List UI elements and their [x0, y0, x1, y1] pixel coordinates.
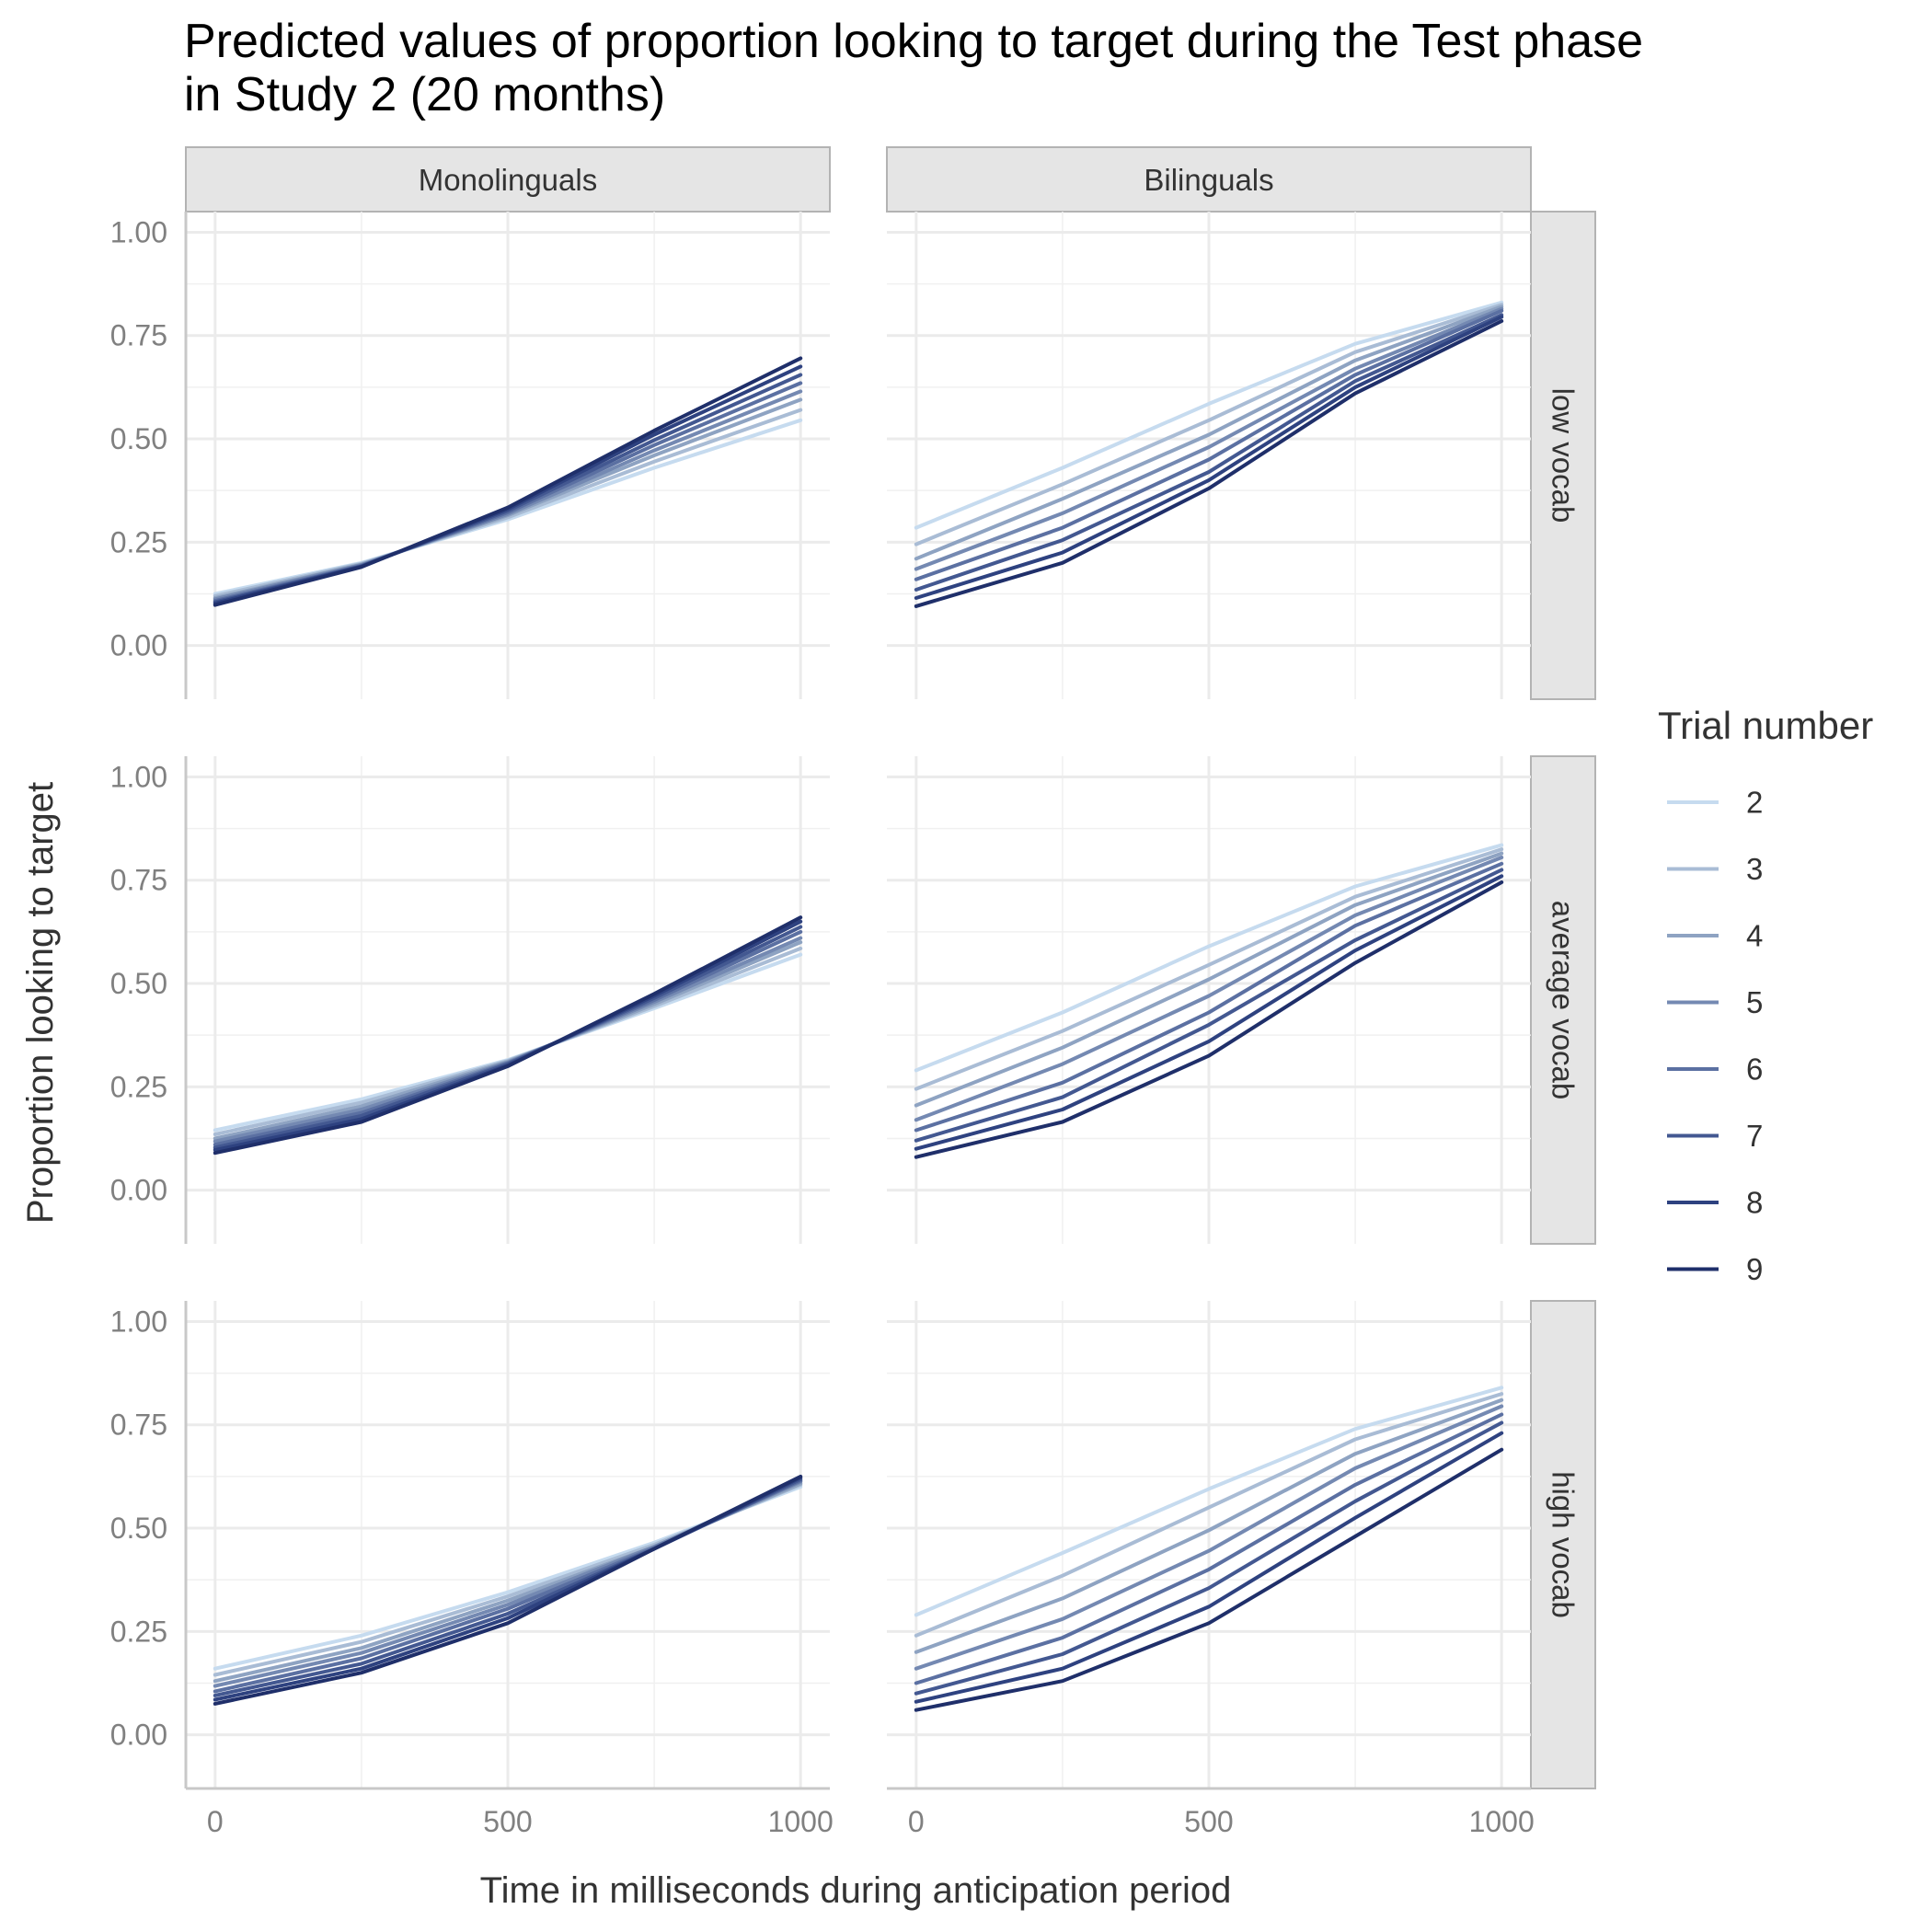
legend-label-trial-9: 9	[1746, 1252, 1763, 1286]
series-line-trial-8	[914, 315, 1504, 600]
series-line-trial-8	[914, 874, 1504, 1151]
strip-label-high-vocab: high vocab	[1547, 1471, 1581, 1618]
series-line-trial-2	[914, 300, 1504, 530]
series-line-trial-4	[914, 305, 1504, 561]
series-line-trial-9	[914, 1447, 1504, 1712]
strip-high-vocab	[1530, 1300, 1596, 1789]
series-line-trial-2	[914, 1386, 1504, 1617]
y-tick-label: 0.75	[110, 864, 167, 897]
chart-title-line-1: Predicted values of proportion looking t…	[184, 15, 1643, 68]
series-line-trial-7	[914, 1420, 1504, 1696]
series-line-trial-9	[213, 1474, 803, 1706]
y-tick-label: 0.50	[110, 422, 167, 455]
y-tick-label: 0.75	[110, 319, 167, 352]
facet-panels: Monolinguals Bilinguals low vocab average v…	[110, 146, 1596, 1838]
series-line-trial-7	[914, 313, 1504, 592]
x-tick-label: 500	[483, 1805, 532, 1838]
legend: 2 3 4 5 6 7 8 9	[1667, 786, 1763, 1286]
strip-label-average-vocab: average vocab	[1547, 901, 1581, 1099]
legend-label-trial-5: 5	[1746, 985, 1763, 1019]
panel-monolinguals-high-vocab: 0.00 0.25 0.50 0.75 1.00 0 500 1000	[110, 1301, 834, 1838]
legend-title: Trial number	[1658, 704, 1873, 747]
strip-label-bilinguals: Bilinguals	[1144, 163, 1273, 197]
legend-label-trial-3: 3	[1746, 852, 1763, 886]
y-axis-title: Proportion looking to target	[20, 782, 61, 1224]
panel-bilinguals-average-vocab	[887, 756, 1531, 1244]
x-tick-label: 1000	[1469, 1805, 1535, 1838]
series-line-trial-9	[213, 356, 803, 607]
series-line-trial-3	[914, 847, 1504, 1091]
series-line-trial-6	[914, 1412, 1504, 1685]
series-line-trial-4	[914, 1397, 1504, 1654]
series-line-trial-7	[914, 868, 1504, 1143]
x-tick-label: 0	[908, 1805, 925, 1838]
strip-label-monolinguals: Monolinguals	[419, 163, 597, 197]
strip-bilinguals	[886, 146, 1532, 213]
series-line-trial-3	[914, 303, 1504, 546]
y-tick-label: 0.50	[110, 967, 167, 1000]
series-line-trial-8	[914, 1431, 1504, 1704]
series-line-trial-5	[914, 306, 1504, 571]
y-tick-label: 0.75	[110, 1409, 167, 1442]
y-tick-label: 1.00	[110, 215, 167, 248]
strip-monolinguals	[185, 146, 831, 213]
y-tick-label: 0.00	[110, 629, 167, 662]
y-tick-label: 0.25	[110, 525, 167, 558]
series-line-trial-3	[914, 1392, 1504, 1638]
series-line-trial-5	[914, 856, 1504, 1122]
series-line-trial-6	[914, 861, 1504, 1133]
y-tick-label: 1.00	[110, 1305, 167, 1338]
chart-title-line-2: in Study 2 (20 months)	[184, 68, 665, 121]
series-line-trial-9	[914, 880, 1504, 1159]
legend-label-trial-6: 6	[1746, 1052, 1763, 1087]
strip-low-vocab	[1530, 211, 1596, 700]
y-tick-label: 0.00	[110, 1174, 167, 1207]
legend-label-trial-4: 4	[1746, 919, 1763, 953]
series-line-trial-9	[914, 319, 1504, 608]
series-line-trial-4	[914, 851, 1504, 1108]
x-tick-label: 0	[207, 1805, 224, 1838]
x-tick-label: 1000	[768, 1805, 834, 1838]
strip-average-vocab	[1530, 755, 1596, 1245]
y-tick-label: 1.00	[110, 760, 167, 793]
series-line-trial-9	[213, 915, 803, 1156]
y-tick-label: 0.50	[110, 1512, 167, 1545]
x-axis-title: Time in milliseconds during anticipation…	[480, 1870, 1232, 1911]
series-line-trial-2	[914, 843, 1504, 1073]
legend-label-trial-2: 2	[1746, 786, 1763, 820]
legend-label-trial-7: 7	[1746, 1119, 1763, 1153]
panel-bilinguals-low-vocab	[887, 212, 1531, 699]
y-tick-label: 0.25	[110, 1070, 167, 1103]
panel-bilinguals-high-vocab: 0 500 1000	[887, 1301, 1535, 1838]
legend-label-trial-8: 8	[1746, 1186, 1763, 1220]
series-line-trial-5	[914, 1404, 1504, 1671]
y-tick-label: 0.00	[110, 1719, 167, 1752]
x-tick-label: 500	[1184, 1805, 1233, 1838]
panel-monolinguals-low-vocab: 0.00 0.25 0.50 0.75 1.00	[110, 212, 830, 699]
panel-monolinguals-average-vocab: 0.00 0.25 0.50 0.75 1.00	[110, 756, 830, 1244]
series-line-trial-6	[914, 308, 1504, 581]
strip-label-low-vocab: low vocab	[1547, 388, 1581, 523]
y-tick-label: 0.25	[110, 1615, 167, 1648]
